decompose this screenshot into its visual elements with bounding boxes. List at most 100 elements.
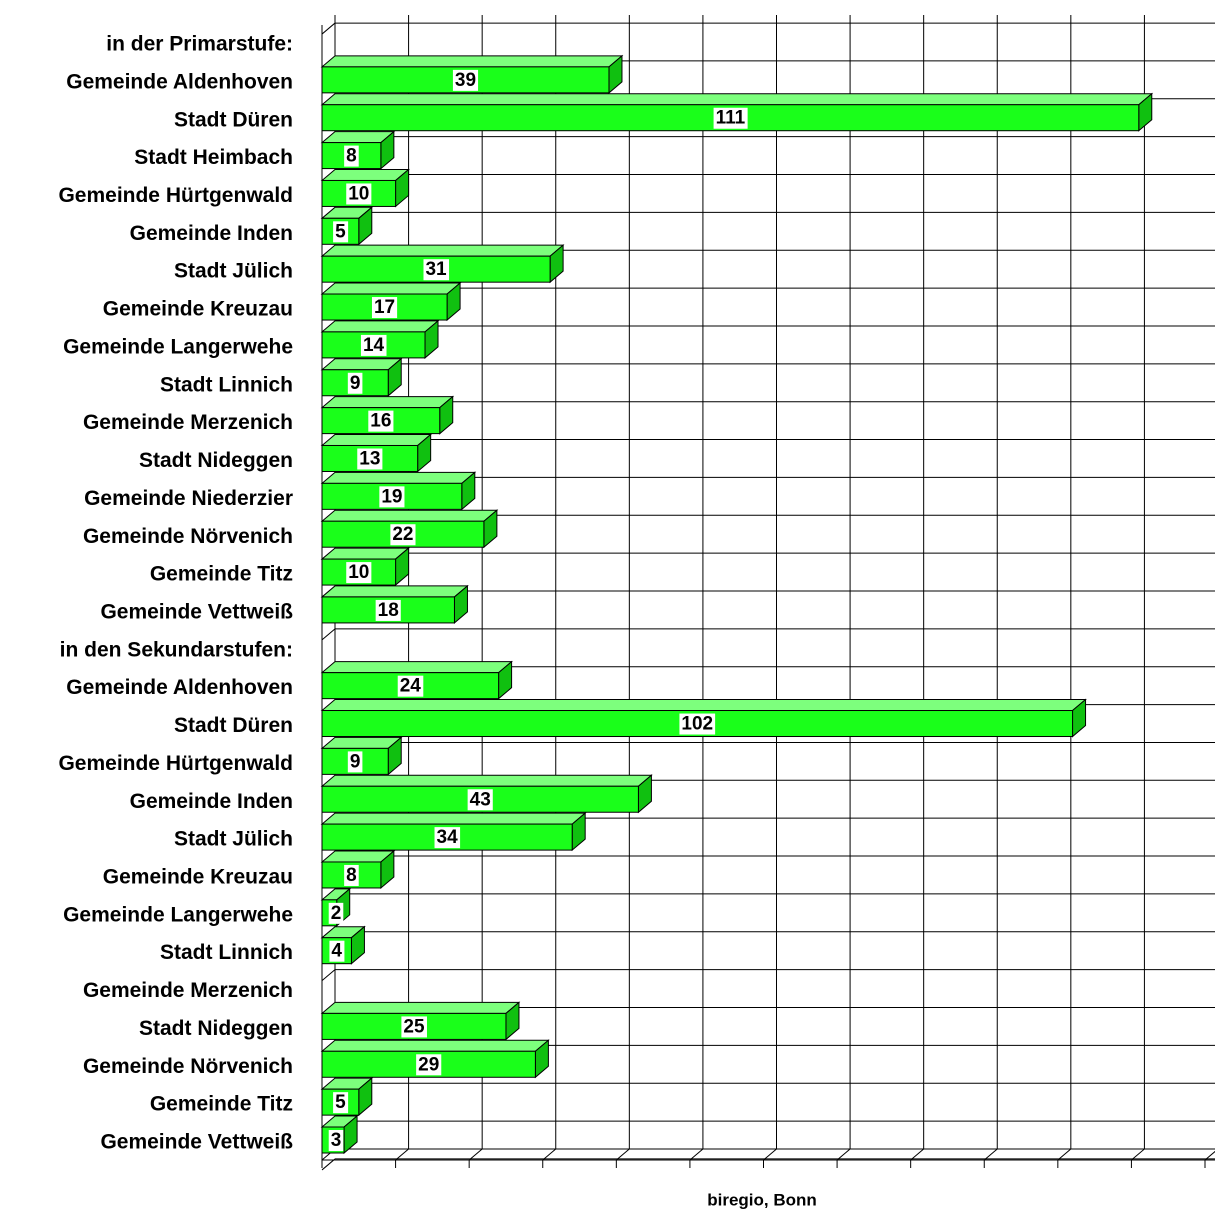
bar-top — [320, 547, 410, 560]
value-label: 5 — [335, 1092, 346, 1113]
wall-tick — [321, 628, 336, 641]
y-tick-label: Gemeinde Hürtgenwald — [58, 184, 293, 207]
value-label-bg — [375, 599, 401, 621]
value-label: 43 — [470, 789, 491, 810]
y-tick-label: in den Sekundarstufen: — [60, 638, 293, 661]
bar-top — [320, 244, 565, 257]
value-label-bg — [713, 107, 748, 129]
bar-top — [320, 320, 440, 333]
y-tick-label: Gemeinde Langerwehe — [63, 335, 293, 358]
bar-top — [320, 736, 403, 749]
y-tick-label: Stadt Jülich — [174, 828, 293, 851]
y-tick-label: Stadt Heimbach — [134, 146, 293, 169]
value-label: 102 — [681, 714, 713, 735]
y-tick-label: Gemeinde Vettweiß — [100, 600, 293, 623]
value-label: 18 — [378, 600, 399, 621]
bar-top — [320, 812, 587, 825]
floor-line — [836, 1148, 851, 1161]
floor-line — [616, 1148, 630, 1161]
value-label-bg — [401, 1016, 427, 1038]
value-label-bg — [346, 562, 372, 584]
floor-line — [983, 1148, 998, 1161]
floor-line — [763, 1148, 777, 1161]
floor-line — [542, 1148, 557, 1161]
value-label: 34 — [437, 827, 459, 848]
bar-top — [320, 1039, 550, 1052]
value-label: 111 — [716, 108, 746, 129]
floor-line — [395, 1148, 409, 1161]
value-label-bg — [360, 334, 387, 356]
y-tick-label: Gemeinde Nörvenich — [83, 525, 293, 548]
value-label-bg — [416, 1054, 442, 1076]
value-label-bg — [379, 486, 405, 508]
y-tick-label: Gemeinde Merzenich — [83, 411, 293, 434]
y-tick-label: Gemeinde Kreuzau — [103, 866, 293, 889]
value-label: 3 — [331, 1130, 342, 1151]
bar-top — [320, 661, 513, 674]
value-label-bg — [434, 827, 461, 849]
value-label-bg — [357, 448, 383, 470]
y-tick-label: Stadt Linnich — [160, 373, 293, 396]
value-label: 13 — [359, 448, 380, 469]
floor-line — [1204, 1150, 1215, 1161]
value-label-bg — [371, 297, 398, 319]
bar-top — [320, 1001, 521, 1014]
y-tick-label: Gemeinde Aldenhoven — [66, 70, 293, 93]
value-label-bg — [329, 940, 345, 962]
value-label-bg — [344, 864, 359, 886]
y-tick-label: Gemeinde Inden — [130, 222, 293, 245]
value-label: 16 — [370, 411, 391, 432]
value-label-bg — [679, 713, 716, 735]
y-tick-label: in der Primarstufe: — [106, 33, 293, 56]
bar-top — [320, 55, 624, 68]
value-label: 4 — [331, 941, 342, 962]
value-label: 9 — [350, 751, 361, 772]
y-tick-label: Stadt Jülich — [174, 260, 293, 283]
bar-top — [320, 282, 462, 295]
bar-top — [320, 396, 455, 409]
bar-top — [320, 93, 1154, 106]
value-label: 9 — [350, 373, 361, 394]
value-label-bg — [368, 410, 394, 432]
floor-line — [910, 1148, 924, 1161]
value-label: 25 — [403, 1016, 425, 1037]
y-tick-label: Stadt Düren — [174, 108, 293, 131]
floor-line — [1057, 1148, 1072, 1161]
y-tick-label: Stadt Linnich — [160, 941, 293, 964]
value-label: 2 — [331, 903, 342, 924]
value-label-bg — [423, 259, 450, 281]
y-tick-label: Gemeinde Nörvenich — [83, 1055, 293, 1078]
y-tick-label: Gemeinde Merzenich — [83, 979, 293, 1002]
y-tick-label: Gemeinde Aldenhoven — [66, 676, 293, 699]
y-tick-label: Gemeinde Inden — [130, 790, 293, 813]
y-tick-label: Stadt Nideggen — [139, 1017, 293, 1040]
value-label-bg — [347, 372, 363, 394]
value-label: 22 — [392, 524, 413, 545]
floor-line — [689, 1148, 704, 1161]
y-tick-label: Gemeinde Niederzier — [84, 487, 293, 510]
value-label: 39 — [455, 70, 476, 91]
value-label: 8 — [346, 865, 357, 886]
value-label: 10 — [348, 562, 369, 583]
bar-top — [320, 471, 477, 484]
y-tick-label: Gemeinde Hürtgenwald — [58, 752, 293, 775]
value-label: 17 — [374, 297, 395, 318]
value-label: 24 — [400, 676, 422, 697]
y-tick-label: Gemeinde Kreuzau — [103, 298, 293, 321]
wall-tick — [321, 1158, 336, 1171]
floor-line — [1131, 1148, 1145, 1161]
value-label-bg — [344, 145, 359, 167]
bar-top — [320, 509, 499, 522]
y-tick-label: Stadt Nideggen — [139, 449, 293, 472]
value-label: 8 — [346, 146, 357, 167]
bar-top — [320, 433, 433, 446]
value-label: 5 — [335, 221, 346, 242]
value-label-bg — [347, 751, 363, 773]
value-label: 29 — [418, 1054, 439, 1075]
bar-top — [320, 358, 403, 371]
bar-top — [320, 168, 410, 181]
y-tick-label: Gemeinde Titz — [150, 563, 293, 586]
floor-line — [468, 1148, 483, 1161]
value-label-bg — [452, 69, 479, 91]
